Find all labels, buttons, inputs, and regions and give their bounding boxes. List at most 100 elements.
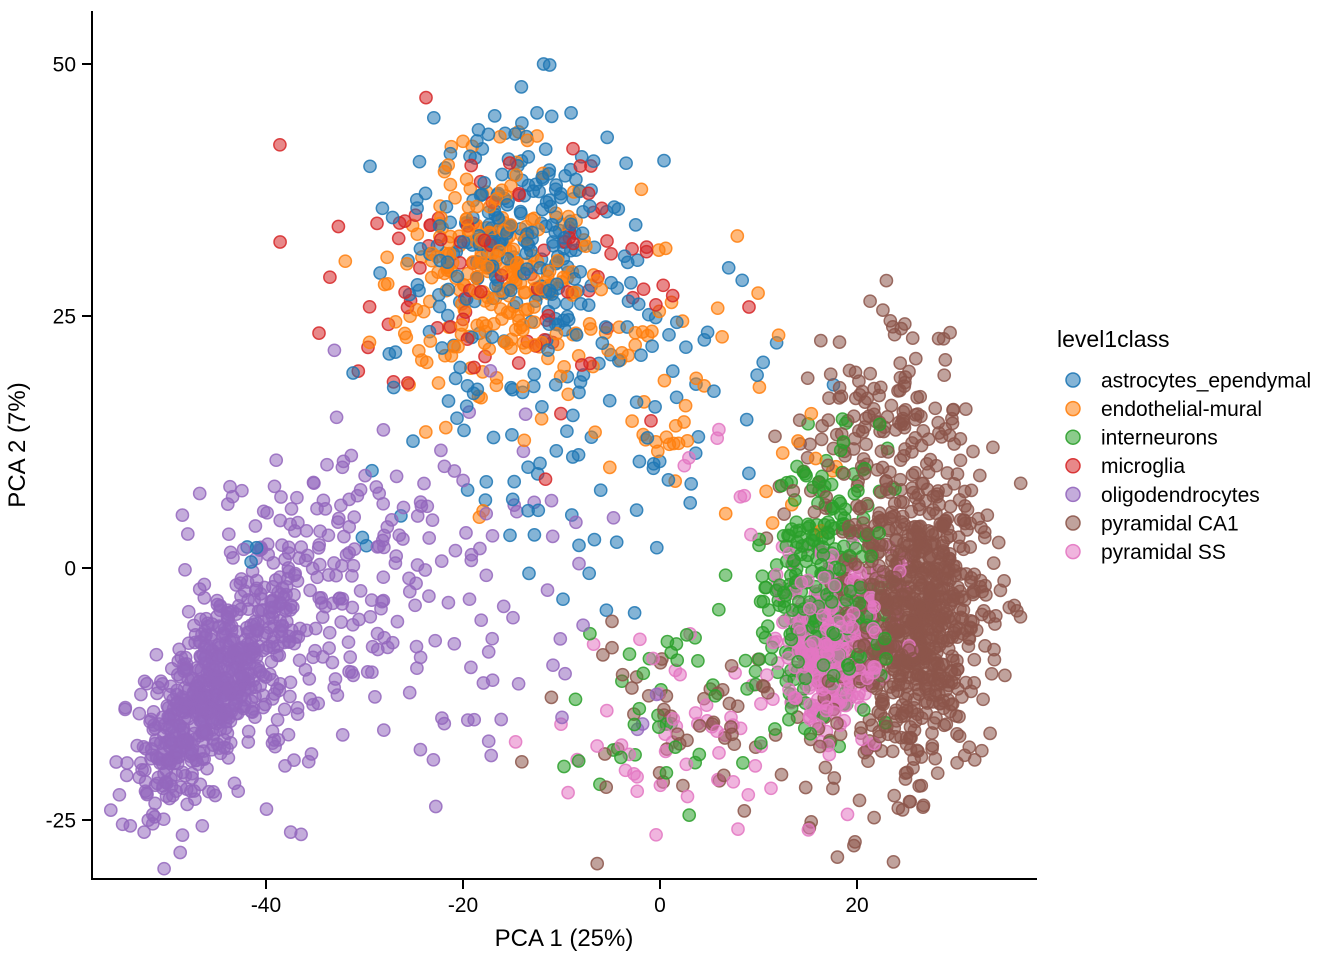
data-point (277, 702, 292, 717)
data-point (645, 339, 659, 354)
data-point (832, 335, 847, 349)
data-point (440, 255, 455, 270)
data-point (486, 430, 501, 445)
data-point (582, 199, 597, 214)
data-point (175, 704, 190, 718)
data-point (919, 706, 934, 720)
data-point (951, 530, 966, 545)
data-point (172, 642, 187, 657)
data-point (848, 541, 863, 556)
data-point (782, 712, 796, 727)
data-point (582, 566, 597, 581)
data-point (868, 661, 883, 675)
data-point (503, 283, 518, 298)
data-point (546, 658, 560, 673)
data-point (816, 658, 831, 672)
data-point (826, 668, 841, 683)
data-point (874, 588, 889, 603)
data-point (756, 355, 771, 370)
x-tick-label: 0 (654, 894, 666, 917)
data-point (140, 676, 154, 691)
data-point (335, 460, 350, 475)
data-point (517, 433, 532, 448)
data-point (804, 406, 819, 421)
data-point (873, 706, 888, 721)
data-point (410, 227, 425, 242)
data-point (752, 652, 767, 667)
data-point (665, 288, 680, 303)
data-point (665, 364, 680, 378)
data-point (503, 528, 517, 543)
data-point (710, 301, 725, 316)
data-point (535, 399, 549, 414)
legend-swatch (1065, 458, 1081, 474)
data-point (522, 566, 536, 581)
data-point (479, 568, 494, 583)
data-point (669, 315, 684, 330)
data-point (931, 331, 946, 346)
data-point (657, 373, 672, 388)
data-point (337, 529, 351, 544)
data-point (818, 636, 833, 651)
data-point (396, 500, 411, 515)
data-point (938, 422, 953, 436)
data-point (835, 412, 850, 426)
data-point (867, 810, 881, 825)
data-point (833, 443, 848, 458)
data-point (725, 727, 739, 742)
data-point (863, 294, 877, 309)
data-point (863, 366, 878, 381)
data-point (516, 318, 530, 333)
data-point (329, 568, 343, 583)
data-point (408, 598, 422, 613)
data-point (144, 712, 158, 727)
data-point (916, 798, 931, 813)
data-point (346, 668, 361, 683)
data-point (950, 662, 965, 677)
data-point (836, 539, 851, 554)
data-point (505, 492, 520, 507)
data-point (757, 679, 771, 694)
data-point (119, 768, 134, 783)
data-point (244, 555, 258, 569)
data-point (826, 781, 840, 796)
data-point (888, 570, 903, 585)
data-point (884, 398, 899, 413)
scatter-points-layer (103, 57, 1028, 876)
data-point (739, 412, 754, 427)
data-point (553, 632, 568, 646)
data-point (542, 166, 556, 181)
data-point (824, 595, 839, 609)
data-point (877, 631, 892, 646)
data-point (308, 621, 323, 636)
data-point (914, 476, 929, 491)
data-point (542, 317, 556, 332)
data-point (712, 746, 726, 760)
data-point (538, 472, 553, 487)
data-point (160, 752, 175, 767)
data-point (741, 787, 756, 802)
data-point (651, 243, 666, 257)
data-point (267, 479, 282, 494)
data-point (857, 420, 872, 434)
data-point (776, 615, 790, 630)
data-point (677, 415, 691, 429)
data-point (928, 401, 943, 416)
data-point (175, 508, 190, 522)
data-point (312, 591, 327, 605)
y-tick-label: -25 (46, 809, 76, 832)
data-point (724, 658, 739, 673)
data-point (802, 601, 817, 616)
data-point (545, 529, 560, 544)
data-point (398, 285, 412, 300)
data-point (832, 494, 846, 509)
data-point (774, 767, 789, 782)
data-point (766, 635, 781, 650)
data-point (157, 861, 171, 876)
data-point (598, 747, 612, 761)
data-point (879, 273, 894, 288)
data-point (715, 329, 729, 344)
data-point (508, 127, 522, 141)
data-point (480, 260, 495, 274)
data-point (803, 697, 818, 712)
